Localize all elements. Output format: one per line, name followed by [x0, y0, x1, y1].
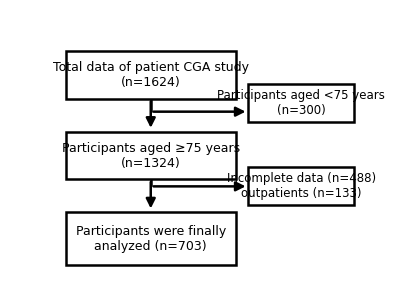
- Text: Participants aged ≥75 years
(n=1324): Participants aged ≥75 years (n=1324): [62, 142, 240, 169]
- Text: Total data of patient CGA study
(n=1624): Total data of patient CGA study (n=1624): [53, 61, 249, 89]
- Text: Participants aged <75 years
(n=300): Participants aged <75 years (n=300): [217, 89, 385, 117]
- FancyBboxPatch shape: [66, 132, 236, 179]
- FancyBboxPatch shape: [66, 51, 236, 99]
- FancyBboxPatch shape: [248, 168, 354, 205]
- FancyBboxPatch shape: [66, 213, 236, 265]
- Text: Incomplete data (n=488)
outpatients (n=133): Incomplete data (n=488) outpatients (n=1…: [226, 172, 376, 201]
- FancyBboxPatch shape: [248, 84, 354, 122]
- Text: Participants were finally
analyzed (n=703): Participants were finally analyzed (n=70…: [76, 225, 226, 253]
